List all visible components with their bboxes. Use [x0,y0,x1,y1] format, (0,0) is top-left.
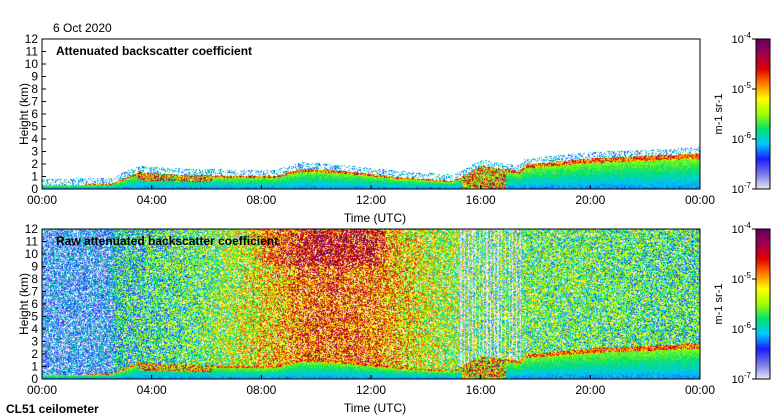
x-tick-label: 00:00 [685,383,715,397]
attenuated-backscatter-y-label: Height (km) [17,83,31,145]
y-tick-label: 0 [31,182,38,196]
x-tick-label: 00:00 [27,193,57,207]
y-tick-label: 12 [25,32,39,46]
attenuated-backscatter-heatmap [42,39,700,189]
y-tick-label: 6 [31,297,38,311]
y-tick-label: 1 [31,360,38,374]
raw-backscatter-panel: Raw attenuated backscatter coefficient 0… [17,221,771,415]
colorbar-gradient [755,228,771,380]
y-tick-label: 7 [31,95,38,109]
colorbar-unit-label: m-1 sr-1 [713,284,725,325]
raw-backscatter-heatmap [42,229,700,379]
y-tick-label: 5 [31,120,38,134]
raw-backscatter-y-label: Height (km) [17,273,31,335]
x-tick-label: 04:00 [137,383,167,397]
y-tick-label: 11 [26,235,39,249]
attenuated-backscatter-x-label: Time (UTC) [344,211,406,225]
y-tick-label: 8 [31,82,38,96]
raw-backscatter-x-label: Time (UTC) [344,401,406,415]
y-tick-label: 10 [25,247,39,261]
x-tick-label: 08:00 [246,383,276,397]
x-tick-label: 12:00 [356,383,386,397]
y-tick-label: 11 [26,45,39,59]
y-tick-label: 12 [25,222,39,236]
y-tick-label: 3 [31,335,38,349]
x-tick-label: 20:00 [575,193,605,207]
x-tick-label: 08:00 [246,193,276,207]
attenuated-backscatter-title: Attenuated backscatter coefficient [56,44,252,58]
attenuated-backscatter-x-ticks: 00:00 04:00 08:00 12:00 16:00 20:00 00:00 [27,185,715,207]
y-tick-label: 1 [31,170,38,184]
y-tick-label: 5 [31,310,38,324]
y-tick-label: 6 [31,107,38,121]
y-tick-label: 4 [31,322,38,336]
x-tick-label: 12:00 [356,193,386,207]
colorbar-unit-label: m-1 sr-1 [713,94,725,135]
y-tick-label: 8 [31,272,38,286]
x-tick-label: 16:00 [466,383,496,397]
attenuated-backscatter-panel: Attenuated backscatter coefficient 01234… [17,31,771,225]
x-tick-label: 00:00 [27,383,57,397]
x-tick-label: 16:00 [466,193,496,207]
colorbar-tick-label: 10-4 [732,31,752,46]
date-label: 6 Oct 2020 [53,21,112,35]
x-tick-label: 20:00 [575,383,605,397]
y-tick-label: 2 [31,347,38,361]
y-tick-label: 9 [31,260,38,274]
x-tick-label: 04:00 [137,193,167,207]
raw-backscatter-colorbar: 10-4 10-5 10-6 10-7 m-1 sr-1 [713,221,771,386]
y-tick-label: 0 [31,372,38,386]
y-tick-label: 9 [31,70,38,84]
x-tick-label: 00:00 [685,193,715,207]
y-tick-label: 10 [25,57,39,71]
colorbar-tick-label: 10-5 [732,271,752,286]
y-tick-label: 7 [31,285,38,299]
colorbar-tick-label: 10-7 [732,371,752,386]
colorbar-gradient [755,38,771,190]
y-tick-label: 3 [31,145,38,159]
colorbar-tick-label: 10-6 [732,321,752,336]
colorbar-tick-label: 10-5 [732,81,752,96]
colorbar-tick-label: 10-7 [732,181,752,196]
raw-backscatter-title: Raw attenuated backscatter coefficient [56,234,278,248]
colorbar-tick-label: 10-6 [732,131,752,146]
y-tick-label: 2 [31,157,38,171]
raw-backscatter-x-ticks: 00:00 04:00 08:00 12:00 16:00 20:00 00:00 [27,375,715,397]
instrument-label: CL51 ceilometer [6,402,99,416]
attenuated-backscatter-colorbar: 10-4 10-5 10-6 10-7 m-1 sr-1 [713,31,771,196]
colorbar-tick-label: 10-4 [732,221,752,236]
y-tick-label: 4 [31,132,38,146]
